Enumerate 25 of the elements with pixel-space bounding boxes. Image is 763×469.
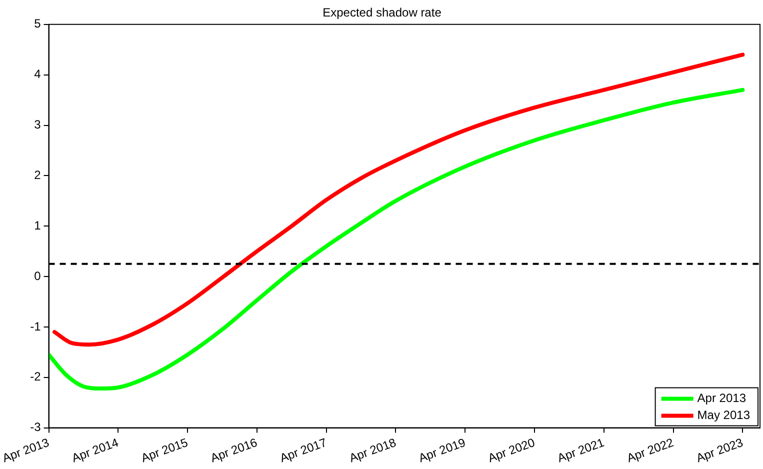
y-tick-label: -1: [30, 319, 42, 334]
x-tick-label: Apr 2018: [347, 435, 398, 466]
x-tick-label: Apr 2015: [139, 435, 190, 466]
y-tick-label: 5: [34, 16, 42, 31]
x-tick-label: Apr 2016: [208, 435, 260, 466]
x-tick-label: Apr 2017: [278, 435, 329, 466]
line-series: [52, 52, 745, 347]
x-tick-label: Apr 2021: [556, 435, 606, 466]
legend-label: Apr 2013: [697, 391, 746, 406]
y-tick-label: 4: [34, 67, 42, 82]
x-tick-label: Apr 2020: [486, 435, 537, 466]
x-tick-label: Apr 2019: [416, 435, 468, 466]
x-tick-label: Apr 2022: [624, 435, 676, 466]
x-tick-label: Apr 2013: [0, 435, 52, 466]
y-tick-label: -3: [30, 420, 42, 434]
y-tick-label: -2: [30, 370, 42, 384]
y-tick-label: 2: [34, 168, 42, 182]
legend-label: May 2013: [697, 408, 750, 422]
chart-title: Expected shadow rate: [322, 6, 442, 20]
y-tick-label: 3: [34, 118, 42, 132]
x-tick-label: Apr 2023: [694, 435, 746, 466]
y-tick-label: 1: [34, 218, 42, 232]
y-tick-label: 0: [34, 268, 42, 283]
x-tick-label: Apr 2014: [70, 435, 121, 466]
line-series: [48, 88, 745, 390]
